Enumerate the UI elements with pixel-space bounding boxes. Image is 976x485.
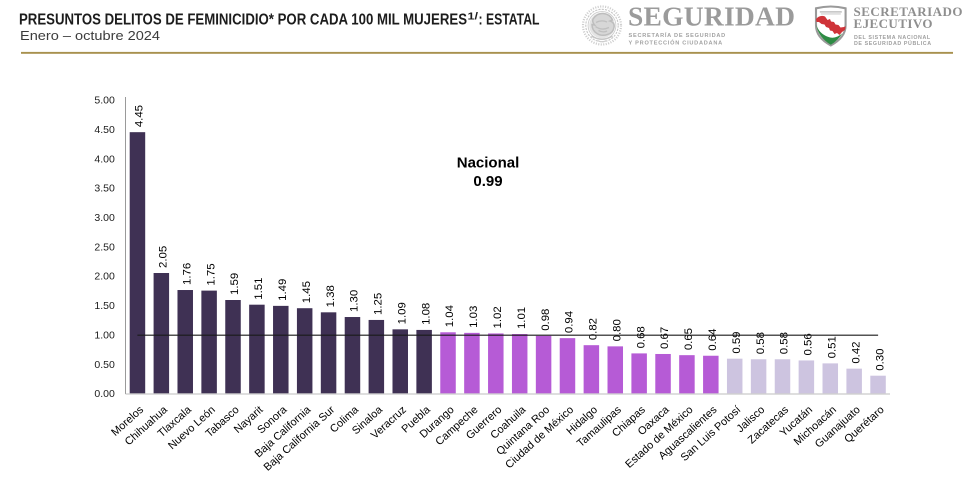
svg-text:0.67: 0.67: [659, 327, 671, 349]
svg-text:0.56: 0.56: [803, 333, 815, 355]
svg-text:0.65: 0.65: [683, 328, 695, 350]
svg-text:0.94: 0.94: [564, 311, 576, 333]
svg-text:Nacional: Nacional: [457, 154, 520, 171]
svg-text:1.25: 1.25: [373, 293, 385, 315]
svg-text:1.01: 1.01: [516, 307, 528, 329]
svg-text:0.68: 0.68: [635, 326, 647, 348]
svg-text:Y PROTECCIÓN CIUDADANA: Y PROTECCIÓN CIUDADANA: [629, 38, 723, 46]
svg-text:4.00: 4.00: [94, 153, 115, 165]
svg-text:0.82: 0.82: [588, 318, 600, 340]
svg-text:0.00: 0.00: [94, 388, 115, 400]
svg-text:0.99: 0.99: [473, 173, 502, 190]
svg-text:2.00: 2.00: [94, 271, 115, 283]
svg-text:1.51: 1.51: [253, 278, 265, 300]
svg-text:Enero – octubre 2024: Enero – octubre 2024: [20, 28, 160, 43]
svg-text:5.00: 5.00: [94, 95, 115, 107]
svg-text:1.08: 1.08: [420, 303, 432, 325]
svg-text:3.00: 3.00: [94, 212, 115, 224]
svg-text:1.50: 1.50: [94, 300, 115, 312]
svg-text:PRESUNTOS DELITOS DE FEMINICID: PRESUNTOS DELITOS DE FEMINICIDIO* POR CA…: [19, 12, 467, 29]
svg-text:0.58: 0.58: [755, 332, 767, 354]
svg-text:1.38: 1.38: [325, 285, 337, 307]
svg-text:0.30: 0.30: [874, 349, 886, 371]
svg-text:1.76: 1.76: [181, 263, 193, 285]
svg-text:DEL SISTEMA NACIONAL: DEL SISTEMA NACIONAL: [854, 35, 931, 41]
svg-text:0.51: 0.51: [826, 336, 838, 358]
svg-text:1.04: 1.04: [444, 305, 456, 327]
svg-text:1.49: 1.49: [277, 279, 289, 301]
svg-text:4.50: 4.50: [94, 124, 115, 136]
svg-text:1.59: 1.59: [229, 273, 241, 295]
svg-text:2.05: 2.05: [158, 246, 170, 268]
svg-text:1/: 1/: [468, 12, 479, 23]
svg-text:3.50: 3.50: [94, 183, 115, 195]
svg-text:2.50: 2.50: [94, 241, 115, 253]
svg-text:0.80: 0.80: [611, 319, 623, 341]
svg-text:0.64: 0.64: [707, 329, 719, 351]
svg-text:0.98: 0.98: [540, 309, 552, 331]
svg-text:4.45: 4.45: [134, 105, 146, 127]
svg-text:: ESTATAL: : ESTATAL: [479, 12, 540, 29]
svg-text:1.09: 1.09: [396, 302, 408, 324]
svg-text:1.75: 1.75: [205, 263, 217, 285]
svg-text:SECRETARÍA DE SEGURIDAD: SECRETARÍA DE SEGURIDAD: [629, 31, 726, 39]
svg-text:DE SEGURIDAD PÚBLICA: DE SEGURIDAD PÚBLICA: [854, 40, 932, 47]
svg-text:1.03: 1.03: [468, 306, 480, 328]
svg-text:SECRETARIADO: SECRETARIADO: [854, 4, 963, 19]
svg-text:1.45: 1.45: [301, 281, 313, 303]
svg-text:1.30: 1.30: [349, 290, 361, 312]
svg-text:0.42: 0.42: [850, 341, 862, 363]
svg-text:0.58: 0.58: [779, 332, 791, 354]
svg-text:1.02: 1.02: [492, 306, 504, 328]
svg-text:1.00: 1.00: [94, 329, 115, 341]
svg-text:SEGURIDAD: SEGURIDAD: [628, 1, 795, 32]
svg-text:0.59: 0.59: [731, 332, 743, 354]
svg-text:0.50: 0.50: [94, 359, 115, 371]
svg-text:EJECUTIVO: EJECUTIVO: [854, 16, 933, 31]
